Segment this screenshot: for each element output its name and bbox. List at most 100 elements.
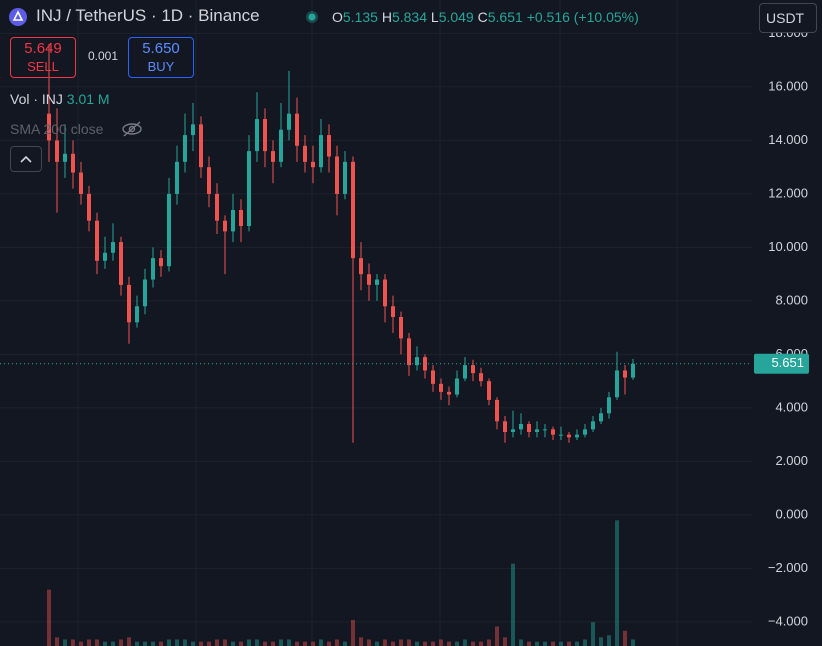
volume-bar <box>439 639 443 646</box>
volume-bar <box>407 639 411 646</box>
symbol-icon <box>9 8 27 26</box>
candle-body <box>55 140 59 162</box>
y-tick-label: 8.000 <box>775 292 808 307</box>
volume-bar <box>327 641 331 646</box>
volume-bar <box>47 589 51 646</box>
volume-bar <box>103 641 107 646</box>
volume-bar <box>287 639 291 646</box>
candle-body <box>311 161 315 168</box>
volume-bar <box>63 639 67 646</box>
volume-bar <box>503 637 507 646</box>
candle-body <box>543 429 547 431</box>
candle-body <box>303 145 307 162</box>
candle-body <box>271 151 275 162</box>
volume-bar <box>183 639 187 646</box>
candle-body <box>167 193 171 267</box>
volume-bar <box>215 639 219 646</box>
ohlc-label: L <box>430 9 439 25</box>
status-dot <box>306 11 318 23</box>
ohlc-value: 5.651 <box>487 9 523 25</box>
candle-body <box>351 161 355 259</box>
volume-title: Vol · INJ <box>10 91 63 107</box>
volume-bar <box>95 639 99 646</box>
y-tick-label: −2.000 <box>768 560 808 575</box>
candle-body <box>79 172 83 194</box>
ohlc-value: 5.834 <box>391 9 427 25</box>
volume-bar <box>271 641 275 646</box>
volume-bar <box>55 637 59 646</box>
volume-bar <box>87 639 91 646</box>
candle-body <box>255 119 259 152</box>
sell-button[interactable]: 5.649 SELL <box>10 37 76 78</box>
volume-bar <box>359 637 363 646</box>
candle-body <box>159 258 163 267</box>
collapse-button[interactable] <box>10 146 42 172</box>
candle-body <box>119 242 123 285</box>
y-tick-label: 10.000 <box>768 239 808 254</box>
volume-bar <box>463 639 467 646</box>
volume-bar <box>455 641 459 646</box>
ohlc-label: O <box>332 9 343 25</box>
candle-body <box>143 279 147 307</box>
volume-bar <box>471 641 475 646</box>
candle-body <box>135 306 139 323</box>
candle-body <box>63 153 67 162</box>
volume-legend: Vol · INJ 3.01 M <box>10 91 110 107</box>
candle-body <box>399 316 403 339</box>
candle-body <box>479 373 483 382</box>
volume-bar <box>559 641 563 646</box>
volume-bar <box>119 639 123 646</box>
volume-bar <box>391 641 395 646</box>
volume-bar <box>583 639 587 646</box>
v-grid <box>77 0 678 646</box>
change: +0.516 (+10.05%) <box>526 9 639 25</box>
volume-bar <box>591 622 595 646</box>
currency-button[interactable]: USDT <box>759 3 817 33</box>
buy-price: 5.650 <box>142 40 180 57</box>
symbol-title[interactable]: INJ / TetherUS · 1D · Binance <box>36 6 260 25</box>
volume-bar <box>615 520 619 646</box>
candle-body <box>367 274 371 285</box>
volume-bar <box>343 641 347 646</box>
candle-body <box>519 423 523 430</box>
volume-bar <box>159 641 163 646</box>
volume-bar <box>535 641 539 646</box>
candle-body <box>487 381 491 400</box>
candle-body <box>495 399 499 422</box>
volume-value: 3.01 M <box>66 91 110 107</box>
volume-bar <box>487 639 491 646</box>
candle-body <box>207 167 211 194</box>
volume-bar <box>207 641 211 646</box>
ohlc-value: 5.049 <box>438 9 474 25</box>
candle-body <box>199 124 203 168</box>
y-tick-label: 14.000 <box>768 132 808 147</box>
candle-body <box>335 156 339 194</box>
volume-bar <box>319 639 323 646</box>
volume-bar <box>599 637 603 646</box>
volume-bar <box>415 641 419 646</box>
indicator-label: SMA 200 close <box>10 121 104 137</box>
buy-button[interactable]: 5.650 BUY <box>128 37 194 78</box>
volume-bar <box>375 641 379 646</box>
chevron <box>20 155 32 163</box>
candle-body <box>223 220 227 232</box>
volume-bar <box>127 637 131 646</box>
volume-bar <box>151 641 155 646</box>
hidden-icon[interactable] <box>120 120 144 138</box>
volume-bar <box>223 639 227 646</box>
volume-bar <box>567 641 571 646</box>
volume-bar <box>255 639 259 646</box>
candle-body <box>431 370 435 384</box>
candle-body <box>279 129 283 162</box>
candle-body <box>607 397 611 414</box>
volume-bar <box>335 639 339 646</box>
candle-body <box>615 370 619 398</box>
candle-body <box>383 279 387 307</box>
volume-bar <box>247 639 251 646</box>
candle-body <box>95 220 99 261</box>
volume-bar <box>199 641 203 646</box>
candle-body <box>359 258 363 275</box>
volume-bar <box>311 641 315 646</box>
